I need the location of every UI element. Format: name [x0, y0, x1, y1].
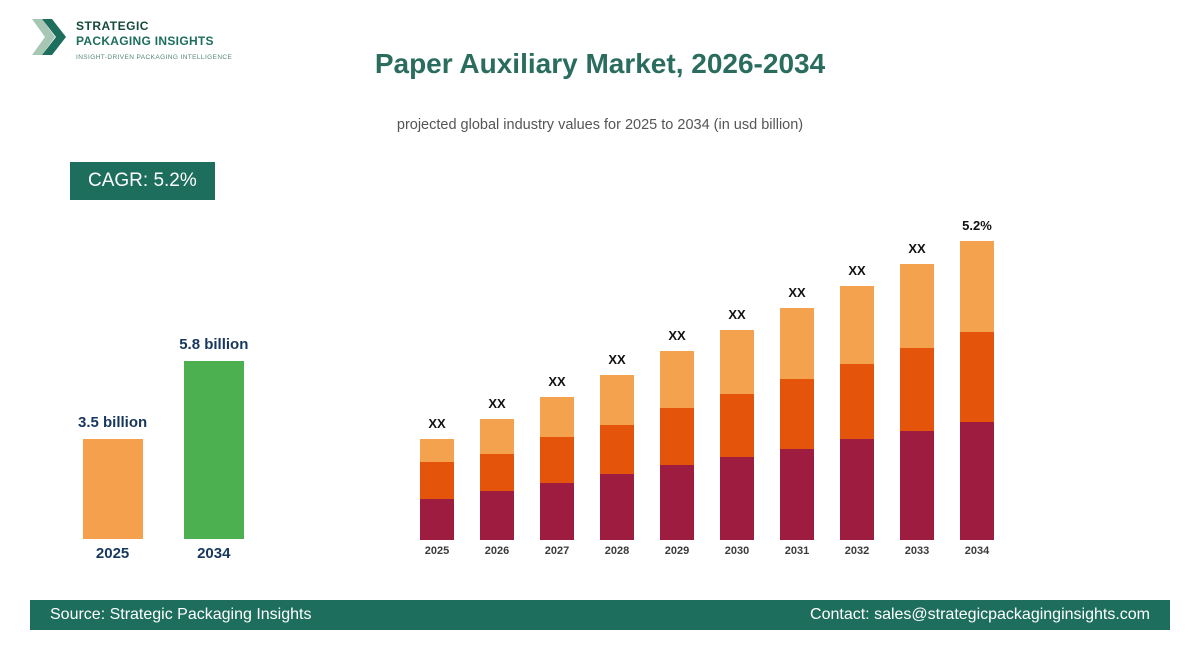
bar-segment-top — [900, 264, 934, 348]
stacked-bar — [480, 419, 514, 540]
stacked-bar-group: XX 2033 — [900, 241, 934, 557]
bar-segment-middle — [780, 379, 814, 449]
bar-segment-middle — [660, 408, 694, 465]
summary-bar-year-label: 2034 — [197, 545, 231, 562]
bar-value-label: XX — [548, 374, 566, 389]
summary-bar-year-label: 2025 — [95, 545, 130, 562]
brand-logo: STRATEGIC PACKAGING INSIGHTS INSIGHT-DRI… — [30, 12, 232, 62]
bar-year-label: 2028 — [604, 545, 630, 557]
bar-segment-top — [540, 397, 574, 437]
bar-year-label: 2030 — [724, 545, 750, 557]
bar-value-label: 5.2% — [962, 218, 992, 233]
bar-year-label: 2025 — [424, 545, 450, 557]
bar-value-label: XX — [728, 307, 746, 322]
stacked-bar-group: XX 2031 — [780, 285, 814, 557]
bar-segment-top — [660, 351, 694, 408]
summary-bar-group: 3.5 billion 2025 — [78, 414, 147, 562]
summary-chart: 3.5 billion 2025 5.8 billion 2034 — [78, 336, 248, 562]
bar-year-label: 2026 — [484, 545, 510, 557]
stacked-bar — [600, 375, 634, 540]
bar-segment-bottom — [540, 483, 574, 540]
bar-segment-middle — [960, 332, 994, 422]
page-subtitle: projected global industry values for 202… — [396, 117, 804, 133]
bar-segment-top — [420, 439, 454, 462]
stacked-bar-group: XX 2028 — [600, 352, 634, 557]
bar-value-label: XX — [908, 241, 926, 256]
bar-segment-middle — [480, 454, 514, 491]
bar-year-label: 2027 — [544, 545, 570, 557]
stacked-bar-group: XX 2025 — [420, 416, 454, 557]
logo-text: STRATEGIC PACKAGING INSIGHTS INSIGHT-DRI… — [76, 12, 232, 61]
logo-tagline: INSIGHT-DRIVEN PACKAGING INTELLIGENCE — [76, 54, 233, 61]
bar-value-label: XX — [788, 285, 806, 300]
footer-source: Source: Strategic Packaging Insights — [50, 606, 312, 623]
stacked-bar-chart: XX 2025 XX 2026 XX 2027 XX 2028 XX 2029 XX 2030 XX 20… — [420, 218, 994, 557]
cagr-badge: CAGR: 5.2% — [70, 162, 215, 200]
stacked-bar — [900, 264, 934, 540]
footer-contact: Contact: sales@strategicpackaginginsight… — [810, 606, 1150, 623]
logo-line1: STRATEGIC — [76, 19, 149, 33]
bar-segment-middle — [900, 348, 934, 431]
bar-value-label: XX — [608, 352, 626, 367]
stacked-bar — [720, 330, 754, 540]
bar-segment-bottom — [600, 474, 634, 540]
bar-segment-middle — [840, 364, 874, 439]
bar-segment-bottom — [420, 499, 454, 540]
logo-line2: PACKAGING INSIGHTS — [76, 34, 214, 48]
footer-bar: Source: Strategic Packaging Insights Con… — [30, 600, 1170, 630]
page-title: Paper Auxiliary Market, 2026-2034 — [374, 48, 826, 79]
summary-bar-value-label: 3.5 billion — [78, 414, 148, 431]
summary-bar — [183, 361, 244, 539]
bar-year-label: 2034 — [964, 545, 990, 557]
bar-segment-top — [600, 375, 634, 425]
stacked-bar — [960, 241, 994, 540]
bar-year-label: 2031 — [784, 545, 810, 557]
stacked-bar — [540, 397, 574, 540]
bar-segment-top — [960, 241, 994, 332]
summary-bar-value-label: 5.8 billion — [179, 336, 249, 353]
stacked-bar — [660, 351, 694, 540]
bar-segment-top — [780, 308, 814, 379]
bar-segment-bottom — [900, 431, 934, 540]
bar-segment-bottom — [780, 449, 814, 540]
stacked-bar-group: XX 2030 — [720, 307, 754, 557]
bar-segment-bottom — [480, 491, 514, 540]
stacked-bar-group: XX 2026 — [480, 396, 514, 557]
bar-value-label: XX — [848, 263, 866, 278]
bar-year-label: 2033 — [904, 545, 930, 557]
bar-value-label: XX — [668, 328, 686, 343]
bar-segment-middle — [600, 425, 634, 474]
bar-segment-bottom — [840, 439, 874, 540]
bar-segment-middle — [420, 462, 454, 499]
summary-bar — [82, 439, 143, 539]
bar-segment-middle — [720, 394, 754, 457]
bar-value-label: XX — [428, 416, 446, 431]
chevron-logo-icon — [32, 19, 66, 55]
bar-year-label: 2029 — [664, 545, 690, 557]
bar-segment-top — [720, 330, 754, 394]
bar-segment-top — [840, 286, 874, 364]
bar-segment-bottom — [960, 422, 994, 540]
stacked-bar-group: 5.2% 2034 — [960, 218, 994, 557]
stacked-bar — [780, 308, 814, 540]
bar-segment-middle — [540, 437, 574, 483]
bar-value-label: XX — [488, 396, 506, 411]
summary-bar-group: 5.8 billion 2034 — [179, 336, 248, 562]
bar-segment-bottom — [660, 465, 694, 540]
stacked-bar — [840, 286, 874, 540]
stacked-bar-group: XX 2027 — [540, 374, 574, 557]
stacked-bar-group: XX 2029 — [660, 328, 694, 557]
bar-segment-bottom — [720, 457, 754, 540]
stacked-bar-group: XX 2032 — [840, 263, 874, 557]
bar-year-label: 2032 — [844, 545, 870, 557]
bar-segment-top — [480, 419, 514, 454]
stacked-bar — [420, 439, 454, 540]
